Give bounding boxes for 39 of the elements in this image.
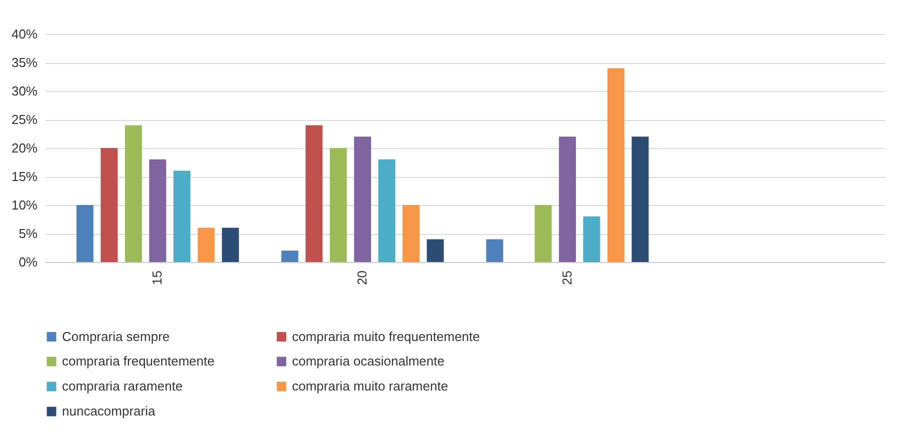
legend-label: nuncacompraria	[62, 404, 156, 418]
y-tick-label: 5%	[18, 226, 38, 241]
y-tick-label: 15%	[11, 169, 38, 184]
bar	[281, 250, 298, 262]
legend-label: compraria raramente	[62, 378, 183, 394]
y-tick-label: 20%	[11, 140, 38, 156]
bar	[426, 239, 444, 262]
bar	[607, 68, 624, 262]
y-tick-label: 10%	[11, 198, 38, 212]
bar	[583, 216, 600, 262]
legend-label: compraria muito frequentemente	[292, 328, 480, 344]
bar	[486, 239, 504, 262]
bar	[558, 136, 576, 262]
bar	[306, 125, 323, 262]
bar	[378, 159, 396, 262]
x-tick-label: 20	[354, 270, 370, 285]
bar	[534, 205, 552, 262]
x-tick-label: 25	[559, 270, 574, 285]
legend-label: compraria muito raramente	[292, 378, 448, 394]
bar	[173, 170, 190, 262]
y-tick-label: 30%	[11, 84, 38, 98]
bar	[354, 136, 372, 262]
bar	[124, 125, 142, 262]
legend-label: compraria frequentemente	[62, 354, 214, 368]
y-tick-label: 40%	[11, 26, 38, 42]
bar	[222, 228, 239, 262]
legend-label: Compraria sempre	[62, 328, 170, 344]
y-tick-label: 25%	[11, 112, 38, 127]
bar	[149, 159, 166, 262]
y-tick-label: 0%	[18, 254, 38, 270]
bar	[330, 148, 347, 262]
bar	[402, 205, 420, 262]
legend-label: compraria ocasionalmente	[292, 354, 444, 368]
y-tick-label: 35%	[11, 55, 38, 70]
x-tick-label: 15	[150, 270, 165, 285]
bar	[76, 205, 94, 262]
bar	[632, 136, 649, 262]
bar	[198, 228, 215, 262]
bar	[100, 148, 118, 262]
